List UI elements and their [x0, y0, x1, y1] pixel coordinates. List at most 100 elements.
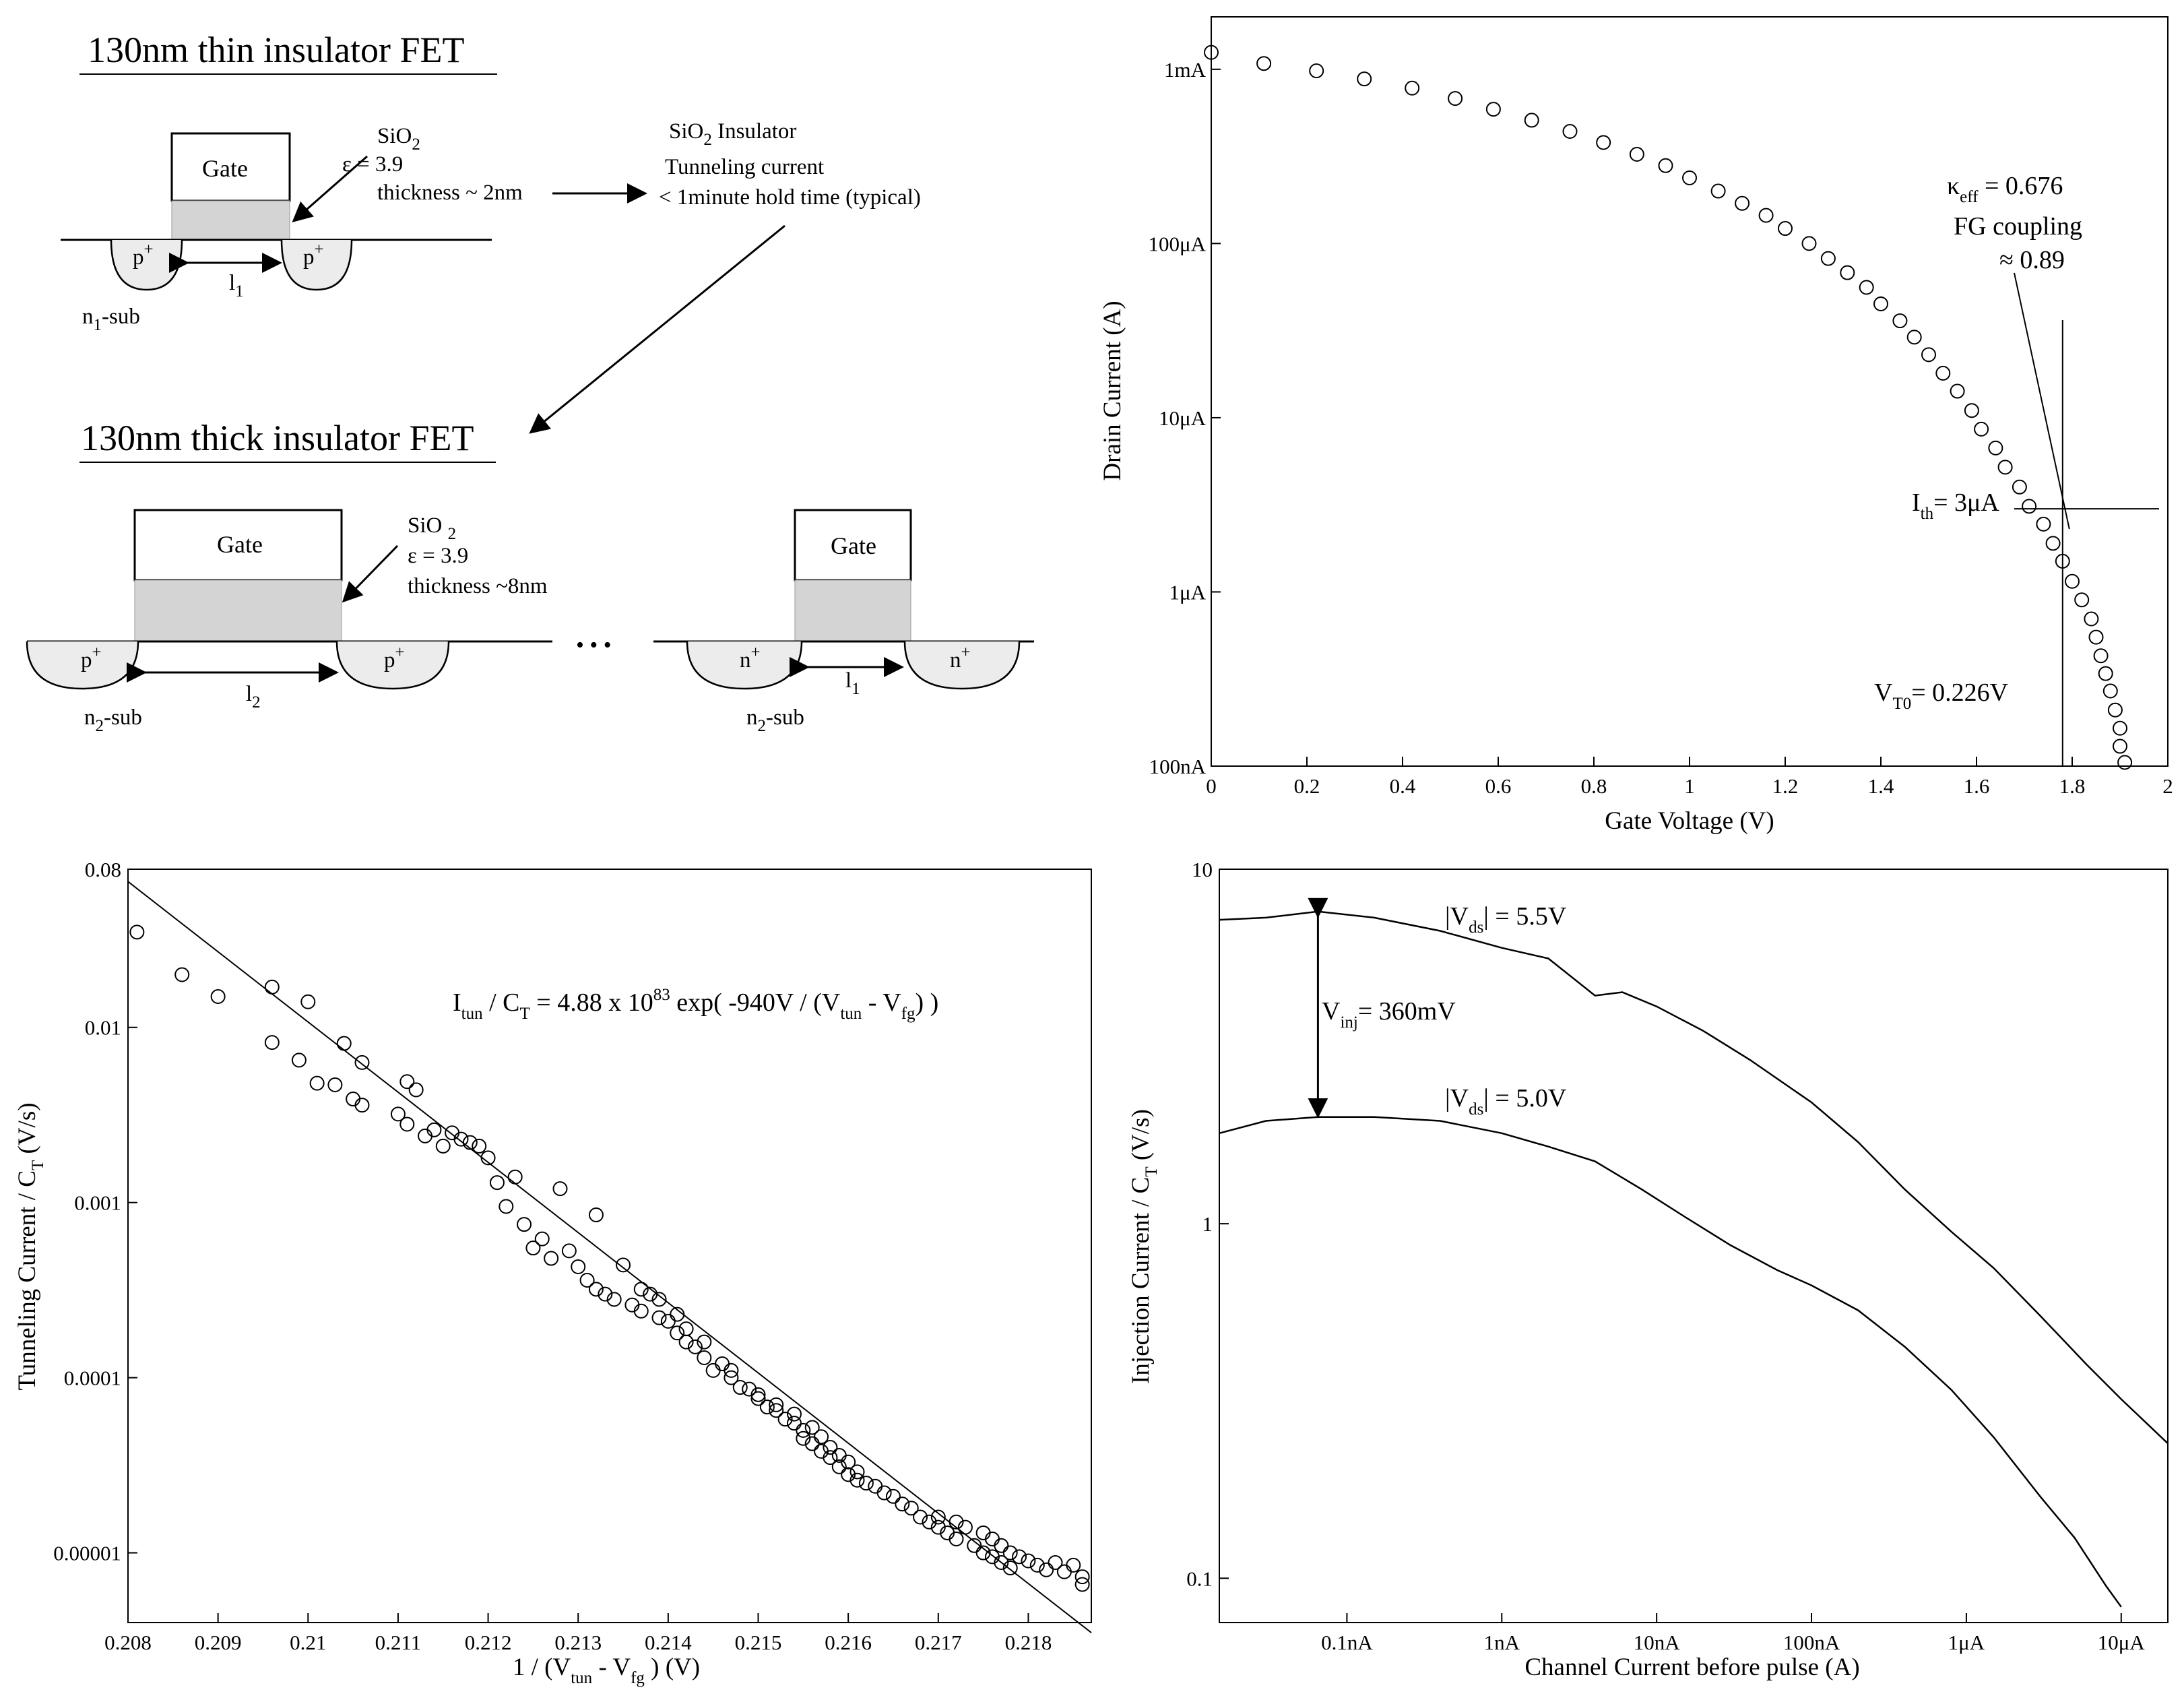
chart2-point — [796, 1430, 811, 1446]
chart2-point — [525, 1240, 541, 1256]
chart2-ytick-label: 0.08 — [85, 858, 121, 881]
chart2-point — [841, 1454, 856, 1470]
chart1-xtick-label: 0.6 — [1485, 774, 1512, 798]
chart1-slope-line — [2014, 272, 2070, 530]
chart2-xtick-label: 0.214 — [645, 1631, 692, 1654]
chart3-series-line-1 — [1219, 910, 2169, 1445]
chart1-point — [2084, 611, 2099, 627]
chart1-xtick-label: 1.6 — [1964, 774, 1990, 798]
chart2-point — [651, 1310, 667, 1325]
chart2-point — [786, 1406, 802, 1422]
chart1-point — [1658, 158, 1673, 173]
chart2-point — [399, 1074, 415, 1090]
thick-gate-label: Gate — [217, 531, 263, 558]
nfet-n-left-label: n+ — [740, 643, 761, 672]
chart2-equation: Itun / CT = 4.88 x 1083 exp( -940V / (Vt… — [453, 986, 938, 1023]
chart2-point — [895, 1497, 910, 1512]
chart3-frame — [1219, 869, 2169, 1623]
chart2-point — [849, 1472, 865, 1488]
chart2-xtick-label: 0.21 — [290, 1631, 326, 1654]
thick-sio2-label: SiO 2 — [408, 513, 456, 543]
chart1-point — [1735, 195, 1750, 211]
thin-gate-label: Gate — [202, 155, 248, 182]
nfet-n-right-label: n+ — [950, 643, 971, 672]
chart1-point — [1629, 147, 1644, 162]
chart1-point — [2117, 755, 2133, 770]
chart3-xlabel: Channel Current before pulse (A) — [1524, 1654, 1859, 1681]
chart-tunneling-current: 0.208 0.209 0.21 0.211 0.212 0.213 0.214 0.215 0… — [13, 858, 1092, 1687]
chart1-xtick-label: 1.8 — [2059, 774, 2086, 798]
chart1-point — [1596, 135, 1611, 150]
chart2-point — [1066, 1557, 1081, 1573]
note-line3: < 1minute hold time (typical) — [659, 185, 921, 210]
chart2-points — [129, 924, 1090, 1592]
chart2-point — [606, 1292, 622, 1307]
chart2-point — [732, 1380, 748, 1395]
chart1-kappa: κeff = 0.676 — [1947, 172, 2063, 206]
chart2-ytick-label: 0.001 — [74, 1191, 121, 1215]
chart1-point — [1801, 236, 1817, 251]
chart2-point — [1074, 1577, 1090, 1592]
chart1-frame — [1211, 16, 2169, 767]
thick-p-right-label: p+ — [384, 643, 405, 672]
chart2-point — [678, 1321, 694, 1337]
chart2-point — [975, 1545, 991, 1561]
chart1-point — [2113, 720, 2127, 736]
nfet-n-right — [903, 641, 1021, 690]
chart2-point — [697, 1350, 712, 1366]
chart1-xtick-label: 0.2 — [1294, 774, 1320, 798]
chart1-point — [1906, 329, 1922, 345]
chart2-point — [687, 1339, 703, 1354]
chart2-point — [390, 1106, 406, 1122]
chart1-points — [1204, 44, 2133, 770]
chart3-ytick-label: 10 — [1192, 858, 1213, 881]
chart2-point — [571, 1259, 586, 1274]
chart1-point — [1820, 251, 1836, 266]
chart1-point — [1448, 91, 1463, 106]
chart1-ytick-label: 100μA — [1148, 232, 1206, 255]
chart2-point — [327, 1077, 343, 1092]
chart3-xtick-label: 100nA — [1783, 1631, 1840, 1654]
thin-oxide — [171, 200, 290, 240]
chart1-xtick-label: 0.4 — [1390, 774, 1416, 798]
chart2-point — [579, 1273, 595, 1288]
chart2-point — [994, 1554, 1009, 1570]
chart1-point — [1710, 183, 1726, 199]
chart1-xtick-label: 1.2 — [1772, 774, 1799, 798]
chart1-point — [2045, 536, 2061, 551]
thick-p-left-label: p+ — [81, 643, 102, 672]
chart2-xtick-label: 0.218 — [1005, 1631, 1052, 1654]
chart2-xtick-label: 0.208 — [104, 1631, 152, 1654]
chart1-point — [2022, 499, 2037, 514]
chart2-point — [786, 1416, 802, 1431]
chart2-xtick-label: 0.212 — [465, 1631, 512, 1654]
chart2-point — [885, 1488, 901, 1504]
nfet-l1-label: l1 — [845, 668, 860, 698]
chart2-point — [489, 1175, 505, 1191]
chart2-point — [453, 1131, 469, 1147]
chart2-point — [598, 1286, 613, 1302]
chart2-point — [408, 1082, 424, 1098]
chart1-point — [1859, 280, 1874, 295]
chart2-point — [1074, 1569, 1090, 1585]
chart2-xtick-label: 0.216 — [825, 1631, 872, 1654]
chart2-point — [769, 1403, 784, 1418]
chart3-xtick-label: 0.1nA — [1321, 1631, 1373, 1654]
chart2-xtick-label: 0.213 — [554, 1631, 602, 1654]
chart2-ytick-label: 0.00001 — [53, 1542, 121, 1565]
chart2-point — [697, 1334, 712, 1350]
chart2-point — [876, 1485, 892, 1501]
chart1-ytick-label: 1mA — [1164, 58, 1207, 82]
chart2-xtick-label: 0.211 — [375, 1631, 422, 1654]
chart2-point — [561, 1243, 577, 1259]
chart1-point — [1256, 56, 1272, 71]
chart2-point — [264, 979, 280, 995]
chart2-point — [823, 1450, 838, 1466]
chart1-point — [2093, 648, 2109, 664]
chart2-point — [814, 1443, 829, 1459]
chart2-point — [858, 1476, 874, 1491]
thick-p-right — [335, 641, 450, 690]
chart1-point — [1485, 102, 1501, 117]
chart1-fg-coupling: FG coupling — [1954, 212, 2082, 241]
thin-p-right-label: p+ — [303, 241, 324, 270]
